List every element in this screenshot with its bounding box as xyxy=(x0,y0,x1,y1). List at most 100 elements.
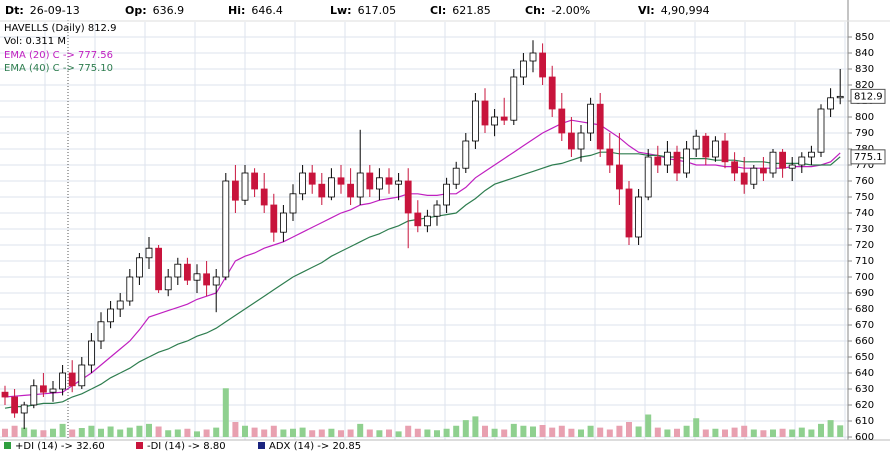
field-value: 646.4 xyxy=(251,4,283,17)
candle-body xyxy=(596,103,604,150)
indicator-swatch xyxy=(258,442,265,449)
y-tick-label: 670 xyxy=(855,320,874,331)
volume-bar xyxy=(702,429,709,437)
volume-bar xyxy=(798,427,805,437)
candle-body xyxy=(174,263,182,278)
candle-body xyxy=(769,151,777,174)
price-marker-label: 775.1 xyxy=(854,152,883,163)
volume-bar xyxy=(280,429,287,437)
candle-body xyxy=(606,148,614,166)
volume-bar xyxy=(290,428,296,437)
field-label: Op: xyxy=(125,4,147,17)
candle-body xyxy=(395,180,403,185)
legend-entry: EMA (20) C -> 777.56 xyxy=(4,50,113,61)
field-value: 636.9 xyxy=(153,4,185,17)
y-tick-label: 600 xyxy=(855,432,874,443)
candle-body xyxy=(155,247,163,291)
volume-bar xyxy=(165,430,172,437)
volume-bar xyxy=(482,425,488,437)
volume-bar xyxy=(597,427,604,437)
candle-body xyxy=(20,404,28,414)
y-tick-label: 850 xyxy=(855,32,874,43)
volume-bar xyxy=(299,427,306,437)
y-tick-label: 830 xyxy=(855,64,874,75)
volume-bar xyxy=(30,429,37,437)
candle-body xyxy=(203,273,211,286)
candle-body xyxy=(702,135,710,158)
volume-bar xyxy=(530,426,536,437)
y-tick-label: 840 xyxy=(855,48,874,59)
candle-body xyxy=(299,172,307,195)
header-field: Dt: 26-09-13 xyxy=(5,4,80,17)
header-field: Cl: 621.85 xyxy=(430,4,491,17)
field-label: Vl: xyxy=(638,4,655,17)
candle-body xyxy=(491,116,499,126)
plot xyxy=(0,36,848,438)
candle-body xyxy=(520,60,527,78)
volume-bar xyxy=(520,425,527,437)
candle-body xyxy=(635,196,642,238)
candle-body xyxy=(97,321,105,342)
volume-bar xyxy=(222,388,229,437)
y-tick-label: 650 xyxy=(855,352,874,363)
field-label: Hi: xyxy=(228,4,245,17)
candle-body xyxy=(49,388,57,393)
volume-bar xyxy=(69,429,76,437)
candle-body xyxy=(222,180,230,278)
volume-bar xyxy=(117,429,124,437)
volume-bar xyxy=(539,425,546,437)
volume-bar xyxy=(59,423,66,437)
volume-bar xyxy=(270,425,277,437)
field-value: -2.00% xyxy=(551,4,590,17)
volume-bar xyxy=(194,431,200,437)
candle-body xyxy=(779,151,786,169)
candle-body xyxy=(471,100,479,142)
volume-bar xyxy=(664,429,671,437)
chart-title: HAVELLS (Daily) 812.9 xyxy=(4,23,116,34)
volume-bar xyxy=(424,429,431,437)
volume-bar xyxy=(136,425,143,437)
field-value: 621.85 xyxy=(452,4,491,17)
y-tick-label: 730 xyxy=(855,224,874,235)
volume-bar xyxy=(453,425,460,437)
indicator-swatch xyxy=(4,442,11,449)
indicator-swatch xyxy=(136,442,143,449)
candle-body xyxy=(721,140,729,163)
field-value: 26-09-13 xyxy=(30,4,80,17)
candle-body xyxy=(68,372,76,387)
volume-bar xyxy=(654,427,661,437)
candle-body xyxy=(347,183,355,198)
volume-bar xyxy=(578,429,584,437)
candle-body xyxy=(654,156,662,166)
y-tick-label: 720 xyxy=(855,240,874,251)
volume-bar xyxy=(789,429,796,437)
indicator-legend: +DI (14) -> 32.60 -DI (14) -> 8.80 ADX (14… xyxy=(4,441,361,452)
volume-bar xyxy=(78,428,85,437)
candle-body xyxy=(337,177,345,185)
y-tick-label: 640 xyxy=(855,368,874,379)
volume-bar xyxy=(107,426,114,437)
volume-bar xyxy=(837,425,844,437)
volume-bar xyxy=(251,427,258,437)
candle-body xyxy=(404,180,412,214)
volume-bar xyxy=(587,425,594,437)
volume-label: Vol: 0.311 M xyxy=(4,36,66,47)
candle-body xyxy=(616,164,623,190)
y-tick-label: 770 xyxy=(855,160,874,171)
volume-bar xyxy=(174,429,181,437)
candle-body xyxy=(433,204,441,217)
field-label: Cl: xyxy=(430,4,446,17)
volume-bar xyxy=(808,429,815,437)
candle-body xyxy=(183,263,191,281)
y-tick-label: 660 xyxy=(855,336,874,347)
candle-body xyxy=(11,396,19,414)
price-marker-box xyxy=(850,88,886,104)
y-tick-label: 610 xyxy=(855,416,874,427)
volume-bar xyxy=(741,425,748,437)
volume-bar xyxy=(674,428,680,437)
candle-body xyxy=(40,385,47,393)
candle-body xyxy=(443,183,451,206)
candle-body xyxy=(78,364,86,387)
candle-body xyxy=(529,52,537,62)
y-tick-label: 820 xyxy=(855,80,874,91)
